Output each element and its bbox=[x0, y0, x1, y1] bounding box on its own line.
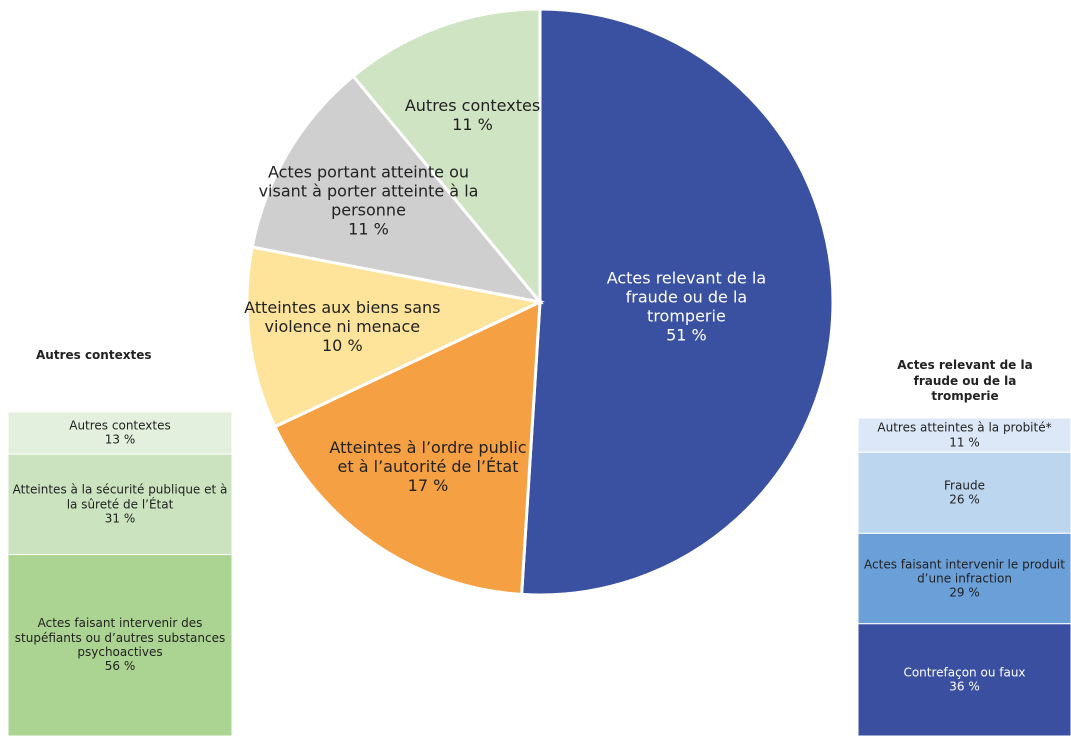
pie-slice bbox=[250, 74, 544, 305]
label: Actes faisant intervenir le produit d’un… bbox=[861, 557, 1068, 600]
bar-segment bbox=[857, 623, 1071, 736]
bar-title: Autres contextes bbox=[36, 348, 152, 362]
pie-slice bbox=[272, 299, 542, 597]
label-line: Atteintes à l’ordre public et à l’autori… bbox=[329, 438, 527, 477]
label-line: Fraude bbox=[944, 478, 985, 493]
bar-segment bbox=[857, 451, 1071, 534]
label-line: Actes portant atteinte ou visant à porte… bbox=[258, 162, 479, 220]
bar-segment bbox=[7, 453, 233, 556]
label: Actes portant atteinte ou visant à porte… bbox=[259, 162, 479, 239]
label-line: 10 % bbox=[322, 336, 363, 356]
label-line: 29 % bbox=[949, 585, 980, 600]
bar-segment bbox=[7, 554, 233, 736]
label-line: 17 % bbox=[407, 476, 449, 496]
label: Atteintes aux biens sans violence ni men… bbox=[242, 298, 442, 356]
label-line: 11 % bbox=[348, 219, 389, 239]
label: Atteintes à la sécurité publique et à la… bbox=[11, 483, 229, 526]
label-line: Actes faisant intervenir des stupéfiants… bbox=[14, 616, 226, 660]
label: Contrefaçon ou faux 36 % bbox=[861, 665, 1068, 694]
label-line: 51 % bbox=[666, 325, 707, 345]
label-line: 26 % bbox=[949, 492, 980, 507]
label-line: 11 % bbox=[452, 114, 493, 134]
label: Autres contextes 11 % bbox=[383, 95, 563, 133]
label-line: Autres contextes bbox=[404, 95, 541, 115]
label: Fraude 26 % bbox=[861, 478, 1068, 507]
label: Actes relevant de la fraude ou de la tro… bbox=[596, 268, 776, 345]
label-line: Autres atteintes à la probité* bbox=[877, 420, 1052, 435]
bar-segment bbox=[857, 417, 1071, 453]
bar-segment bbox=[857, 532, 1071, 625]
label-line: 56 % bbox=[104, 659, 136, 674]
label-line: 36 % bbox=[949, 679, 980, 694]
pie-slice bbox=[520, 7, 835, 597]
label-line: Atteintes à la sécurité publique et à la… bbox=[12, 482, 228, 512]
bar-title: Actes relevant de la fraude ou de la tro… bbox=[897, 358, 1033, 404]
bar-segment bbox=[7, 411, 233, 455]
label-line: Autres contextes bbox=[69, 418, 171, 433]
pie-slice bbox=[245, 245, 545, 429]
label-line: Atteintes aux biens sans violence ni men… bbox=[244, 298, 441, 337]
label: Autres atteintes à la probité* 11 % bbox=[861, 421, 1068, 450]
label: Actes faisant intervenir des stupéfiants… bbox=[11, 616, 229, 674]
label-line: Contrefaçon ou faux bbox=[903, 665, 1026, 680]
label: Autres contextes 13 % bbox=[11, 419, 229, 448]
label-line: 31 % bbox=[104, 511, 136, 526]
label-line: Actes faisant intervenir le produit d’un… bbox=[864, 556, 1065, 586]
label-line: 11 % bbox=[949, 435, 980, 450]
label-line: 13 % bbox=[104, 433, 136, 448]
label-line: Actes relevant de la fraude ou de la tro… bbox=[606, 268, 767, 326]
label: Atteintes à l’ordre public et à l’autori… bbox=[328, 438, 528, 496]
pie-slice bbox=[351, 7, 542, 307]
